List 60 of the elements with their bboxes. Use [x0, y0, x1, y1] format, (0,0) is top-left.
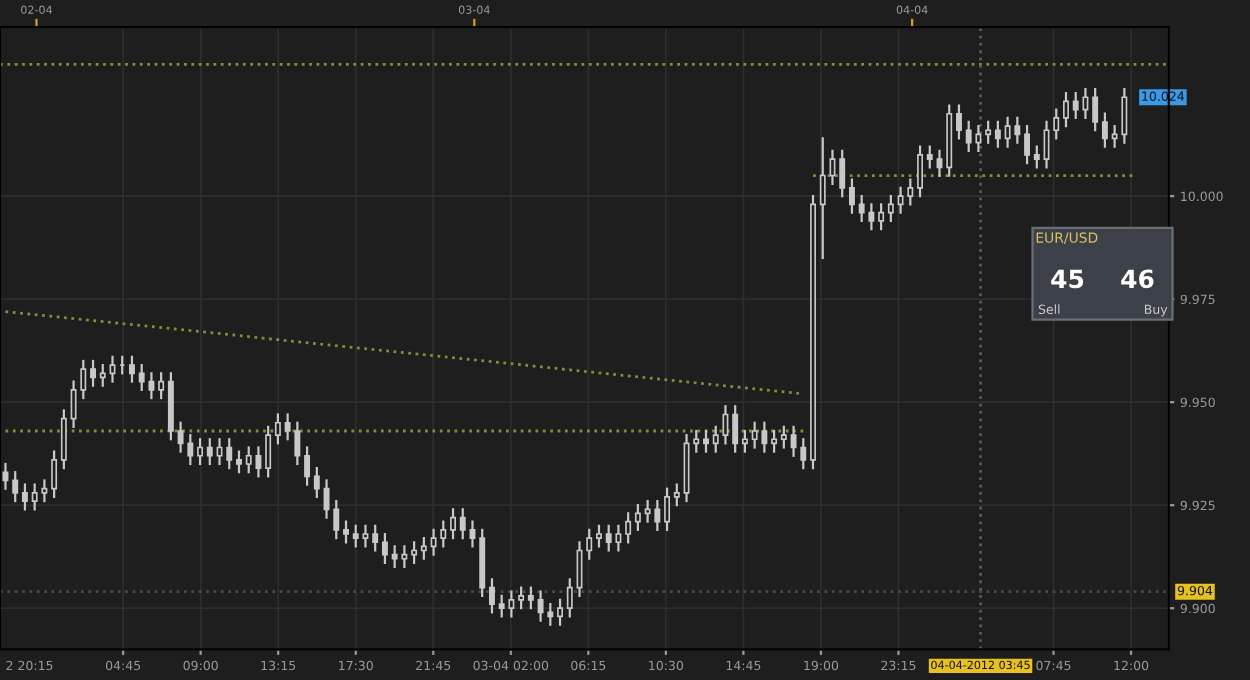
candlestick	[1092, 87, 1099, 132]
candlestick	[352, 524, 359, 548]
candlestick	[12, 471, 19, 503]
candlestick	[693, 429, 700, 453]
candlestick	[1024, 124, 1031, 165]
candlestick	[265, 425, 272, 478]
candlestick	[1053, 108, 1060, 140]
candlestick	[634, 504, 641, 532]
candlestick	[703, 429, 709, 453]
candlestick	[313, 466, 320, 499]
candlestick	[51, 450, 58, 499]
candlestick	[1063, 92, 1069, 128]
candlestick	[381, 532, 388, 564]
candlestick	[304, 446, 311, 486]
candlestick	[917, 145, 924, 198]
candlestick	[839, 149, 846, 198]
candlestick	[741, 429, 748, 453]
candlestick	[887, 195, 894, 222]
candlestick	[518, 586, 525, 610]
candlestick	[420, 537, 427, 560]
candlestick	[985, 120, 992, 144]
candlestick	[732, 405, 739, 453]
candlestick	[60, 409, 67, 470]
candlestick	[955, 104, 962, 140]
candlestick	[1101, 112, 1108, 148]
candlestick	[926, 145, 933, 169]
candlestick	[362, 524, 369, 548]
candlestick	[848, 178, 855, 214]
candlestick	[128, 355, 135, 383]
candlestick	[1033, 145, 1040, 169]
annotation: 45	[1051, 269, 1084, 289]
candlestick	[664, 487, 671, 532]
candlestick	[372, 524, 379, 552]
candlestick	[566, 578, 573, 618]
candlestick	[99, 363, 106, 387]
candlestick	[459, 508, 466, 540]
candlestick	[21, 483, 28, 511]
candlestick	[450, 508, 456, 540]
candlestick	[197, 438, 204, 466]
candlestick	[226, 438, 233, 470]
candlestick	[819, 137, 826, 260]
candlestick	[878, 203, 885, 231]
candlestick	[780, 425, 787, 449]
candlestick	[527, 586, 534, 610]
candlestick	[488, 578, 495, 614]
candlestick	[206, 438, 213, 466]
candlestick	[158, 372, 165, 400]
candlestick	[343, 520, 349, 544]
candlestick	[673, 483, 680, 507]
candlestick	[236, 450, 242, 474]
candlestick	[994, 120, 1001, 148]
candlestick	[411, 541, 418, 564]
candlestick	[625, 512, 632, 544]
candlestick	[586, 528, 593, 560]
candlestick	[596, 524, 602, 548]
annotation: 46	[1121, 269, 1154, 289]
candlestick	[274, 413, 281, 445]
candlestick	[90, 359, 97, 387]
candlestick	[771, 429, 778, 453]
candlestick	[557, 598, 564, 626]
